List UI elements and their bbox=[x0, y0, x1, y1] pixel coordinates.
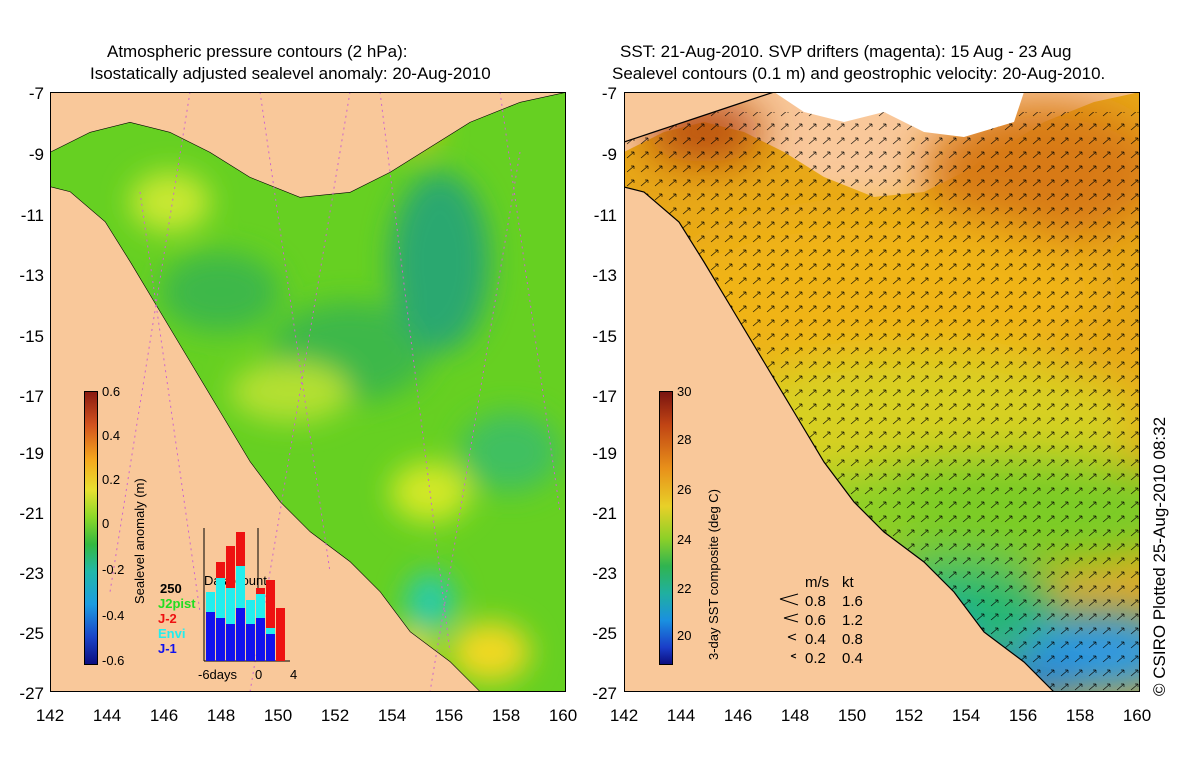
lon-tick: 150 bbox=[263, 706, 293, 725]
cb-tick: 0.4 bbox=[102, 428, 121, 443]
lon-tick: 160 bbox=[1122, 706, 1152, 725]
lat-tick: -25 bbox=[592, 624, 617, 643]
legend-header-ms: m/s bbox=[805, 574, 830, 591]
legend-row-ms: 0.4 bbox=[805, 631, 826, 648]
lon-tick: 156 bbox=[1008, 706, 1038, 725]
lon-tick: 144 bbox=[666, 706, 696, 725]
legend-j2pist: J2pist bbox=[158, 596, 196, 611]
inset-xaxis-zero: 0 bbox=[255, 667, 263, 682]
left-title-line2: Isostatically adjusted sealevel anomaly:… bbox=[90, 64, 491, 83]
cb-tick: 30 bbox=[677, 384, 692, 399]
right-png-coast bbox=[624, 92, 775, 143]
left-sealevel-map bbox=[50, 92, 566, 692]
cb-tick: 20 bbox=[677, 628, 692, 643]
lon-tick: 158 bbox=[491, 706, 521, 725]
cb-tick: 0.6 bbox=[102, 384, 121, 399]
lon-tick: 146 bbox=[723, 706, 753, 725]
legend-j2: J-2 bbox=[158, 611, 177, 626]
histogram-bars bbox=[206, 532, 285, 661]
right-map-canvas bbox=[624, 92, 1140, 692]
cb-tick: -0.2 bbox=[102, 562, 125, 577]
lon-tick: 158 bbox=[1065, 706, 1095, 725]
lat-tick: -11 bbox=[593, 206, 617, 225]
legend-row-ms: 0.2 bbox=[805, 650, 826, 667]
cloud-gap bbox=[774, 92, 1024, 137]
lon-tick: 154 bbox=[377, 706, 407, 725]
lon-tick: 148 bbox=[780, 706, 810, 725]
lon-tick: 152 bbox=[320, 706, 350, 725]
left-title-line1: Atmospheric pressure contours (2 hPa): bbox=[107, 42, 408, 61]
lon-tick: 154 bbox=[951, 706, 981, 725]
left-colorbar-label: Sealevel anomaly (m) bbox=[132, 478, 147, 604]
cb-tick: -0.4 bbox=[102, 608, 125, 623]
lat-tick: -17 bbox=[19, 387, 44, 406]
cb-tick: 24 bbox=[677, 532, 692, 547]
copyright-credit: © CSIRO Plotted 25-Aug-2010 08:32 bbox=[1150, 416, 1169, 696]
left-ground-tracks bbox=[109, 92, 561, 692]
lat-tick: -15 bbox=[592, 327, 617, 346]
legend-j1: J-1 bbox=[158, 641, 177, 656]
cb-tick: 0.2 bbox=[102, 472, 121, 487]
inset-xaxis-start: -6days bbox=[198, 667, 238, 682]
inset-count-label: 250 bbox=[160, 581, 182, 596]
lat-tick: -13 bbox=[592, 266, 617, 285]
lat-tick: -19 bbox=[592, 444, 617, 463]
lon-tick: 142 bbox=[609, 706, 639, 725]
lon-tick: 148 bbox=[206, 706, 236, 725]
right-colorbar-label: 3-day SST composite (deg C) bbox=[706, 489, 721, 660]
legend-header-kt: kt bbox=[842, 574, 854, 591]
right-sst-map bbox=[624, 92, 1140, 692]
lat-tick: -17 bbox=[592, 387, 617, 406]
legend-envi: Envi bbox=[158, 626, 186, 641]
legend-row-ms: 0.6 bbox=[805, 612, 826, 629]
right-title-line1: SST: 21-Aug-2010. SVP drifters (magenta)… bbox=[620, 42, 1072, 61]
lat-tick: -27 bbox=[19, 684, 44, 703]
lat-tick: -15 bbox=[19, 327, 44, 346]
lon-tick: 144 bbox=[92, 706, 122, 725]
cb-tick: 22 bbox=[677, 581, 692, 596]
right-aus-land bbox=[624, 187, 1054, 692]
lat-tick: -9 bbox=[28, 145, 44, 164]
lat-tick: -23 bbox=[592, 564, 617, 583]
lon-tick: 142 bbox=[35, 706, 65, 725]
left-colorbar bbox=[84, 391, 98, 665]
cb-tick: 28 bbox=[677, 432, 692, 447]
right-title-line2: Sealevel contours (0.1 m) and geostrophi… bbox=[612, 64, 1106, 83]
inset-histogram bbox=[203, 528, 290, 662]
lat-tick: -7 bbox=[28, 84, 44, 103]
legend-arrow-symbols bbox=[779, 593, 799, 659]
lat-tick: -11 bbox=[20, 206, 44, 225]
inset-xaxis-end: 4 bbox=[290, 667, 298, 682]
left-anomaly-field bbox=[130, 97, 560, 682]
lat-tick: -9 bbox=[601, 145, 617, 164]
lon-tick: 156 bbox=[434, 706, 464, 725]
lon-tick: 150 bbox=[837, 706, 867, 725]
left-map-canvas bbox=[50, 92, 566, 692]
lat-tick: -25 bbox=[19, 624, 44, 643]
lat-tick: -27 bbox=[592, 684, 617, 703]
lon-tick: 146 bbox=[149, 706, 179, 725]
left-png-land bbox=[50, 92, 566, 197]
cb-tick: 0 bbox=[102, 516, 110, 531]
legend-row-kt: 0.8 bbox=[842, 631, 863, 648]
legend-row-kt: 1.2 bbox=[842, 612, 863, 629]
right-colorbar bbox=[659, 391, 673, 665]
lat-tick: -7 bbox=[601, 84, 617, 103]
legend-row-kt: 0.4 bbox=[842, 650, 863, 667]
cb-tick: 26 bbox=[677, 482, 692, 497]
lat-tick: -19 bbox=[19, 444, 44, 463]
left-aus-land bbox=[50, 187, 480, 692]
lat-tick: -21 bbox=[19, 504, 44, 523]
legend-row-kt: 1.6 bbox=[842, 593, 863, 610]
lat-tick: -23 bbox=[19, 564, 44, 583]
legend-row-ms: 0.8 bbox=[805, 593, 826, 610]
lat-tick: -21 bbox=[592, 504, 617, 523]
lon-tick: 160 bbox=[548, 706, 578, 725]
lat-tick: -13 bbox=[19, 266, 44, 285]
right-australia-coast bbox=[624, 186, 1055, 692]
cb-tick: -0.6 bbox=[102, 653, 125, 668]
lon-tick: 152 bbox=[894, 706, 924, 725]
